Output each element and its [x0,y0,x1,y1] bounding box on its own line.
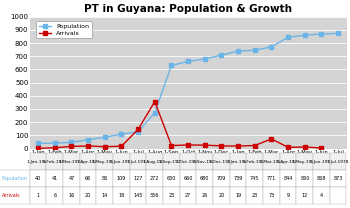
Population [236,50,240,52]
Population [186,60,190,63]
Arrivals [219,145,224,147]
Population [136,131,140,133]
Population [253,49,257,52]
Line: Population: Population [36,32,340,145]
Arrivals [36,147,40,150]
Population [336,32,340,35]
Population [103,136,107,139]
Arrivals [286,146,290,149]
Arrivals [303,146,307,148]
Population [270,46,274,48]
Arrivals [320,147,324,149]
Arrivals [86,145,90,147]
Arrivals [52,146,57,149]
Population [286,36,290,38]
Arrivals [253,144,257,147]
Line: Arrivals: Arrivals [36,100,323,150]
Population [219,54,224,56]
Population [119,133,124,135]
Population [69,141,73,144]
Title: PT in Guyana: Population & Growth: PT in Guyana: Population & Growth [84,5,292,15]
Legend: Population, Arrivals: Population, Arrivals [36,21,92,38]
Arrivals [186,144,190,146]
Population [303,34,307,36]
Arrivals [236,145,240,147]
Arrivals [103,145,107,148]
Arrivals [153,100,157,103]
Arrivals [119,145,124,147]
Population [86,139,90,141]
Arrivals [270,138,274,140]
Population [52,142,57,144]
Population [320,33,324,35]
Arrivals [169,144,174,147]
Population [153,111,157,114]
Arrivals [136,128,140,131]
Arrivals [203,144,207,146]
Population [36,142,40,145]
Population [169,64,174,67]
Population [203,58,207,60]
Arrivals [69,145,73,148]
